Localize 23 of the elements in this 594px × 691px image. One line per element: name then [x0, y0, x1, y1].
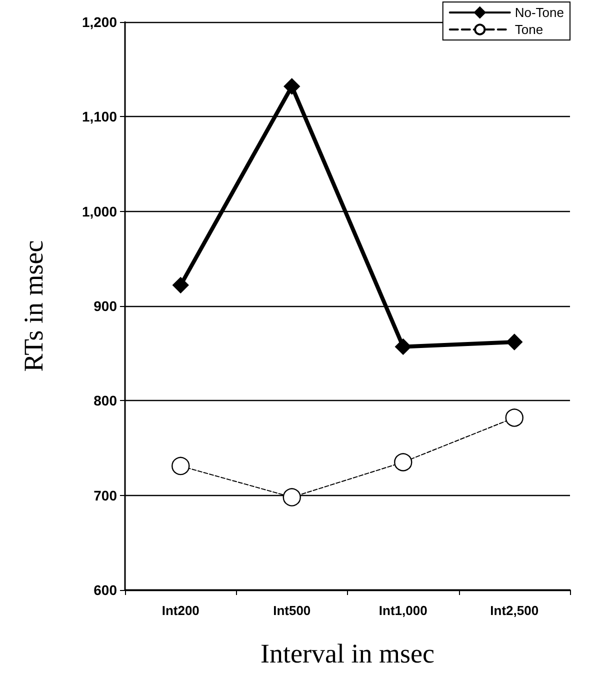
x-tick-label: Int200 [162, 603, 200, 618]
point [505, 408, 524, 427]
y-tick-label: 700 [94, 487, 118, 504]
x-tick-label: Int500 [273, 603, 311, 618]
y-tick-label: 1,000 [82, 203, 118, 220]
point [506, 334, 522, 350]
point [284, 78, 300, 94]
y-tick-label: 1,200 [82, 14, 118, 30]
x-tick-label: Int2,500 [490, 603, 539, 618]
legend-label: Tone [514, 22, 544, 37]
point [172, 277, 189, 294]
x-tick-label: Int1,000 [378, 603, 428, 618]
y-tick-label: 1,100 [82, 108, 118, 125]
point [172, 456, 190, 476]
y-tick-label: 900 [94, 298, 118, 314]
point [394, 453, 412, 472]
y-tick-label: 800 [94, 392, 118, 409]
point [395, 338, 412, 355]
legend-label: No-Tone [514, 5, 564, 20]
y-tick-label: 600 [94, 582, 118, 598]
y-axis-title: RTs in msec [18, 240, 48, 372]
x-axis-title: Interval in msec [260, 638, 434, 668]
point [282, 488, 301, 506]
